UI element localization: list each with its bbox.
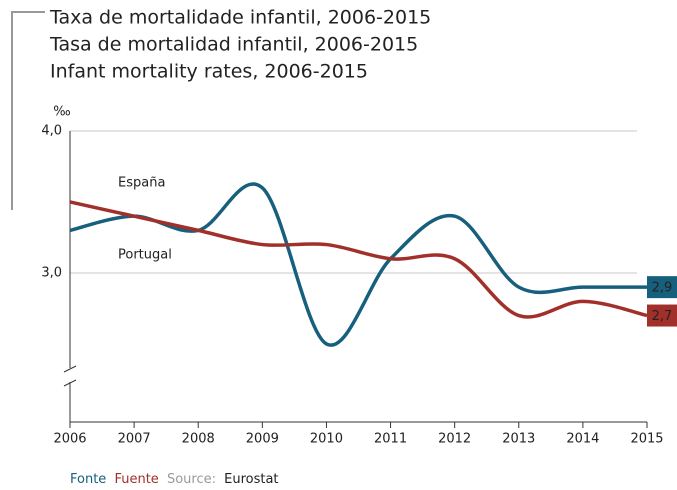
chart-title: Tasa de mortalidad infantil, 2006-2015 — [49, 34, 418, 56]
x-tick-label: 2013 — [502, 432, 535, 447]
x-tick-label: 2011 — [374, 432, 407, 447]
axis-break — [63, 379, 77, 387]
x-tick-label: 2012 — [438, 432, 471, 447]
source-en: Source: — [167, 472, 216, 487]
x-tick-label: 2008 — [182, 432, 215, 447]
x-tick-label: 2015 — [630, 432, 663, 447]
value-label: 2,7 — [652, 309, 673, 324]
x-tick-label: 2009 — [246, 432, 279, 447]
value-label: 2,9 — [652, 281, 673, 296]
line — [69, 200, 648, 319]
value-label-box — [647, 276, 677, 299]
source-es: Fuente — [114, 472, 158, 487]
axis-break — [63, 365, 77, 373]
y-axis-label: ‰ — [53, 105, 70, 120]
value-label-box — [647, 304, 677, 327]
series-label: Portugal — [118, 248, 172, 263]
y-tick-label: 3,0 — [41, 265, 62, 280]
x-tick-label: 2006 — [53, 432, 86, 447]
chart-title: Taxa de mortalidade infantil, 2006-2015 — [49, 7, 431, 29]
x-tick-label: 2007 — [118, 432, 151, 447]
chart-title: Infant mortality rates, 2006-2015 — [50, 61, 368, 83]
bracket — [11, 11, 45, 210]
x-tick-label: 2014 — [566, 432, 599, 447]
source-text: Eurostat — [224, 472, 278, 487]
source-pt: Fonte — [70, 472, 106, 487]
source: Fonte Fuente Source: Eurostat — [70, 472, 279, 487]
series-label: España — [118, 176, 165, 191]
y-tick-label: 4,0 — [41, 124, 62, 139]
line — [69, 182, 647, 347]
x-tick-label: 2010 — [310, 432, 343, 447]
